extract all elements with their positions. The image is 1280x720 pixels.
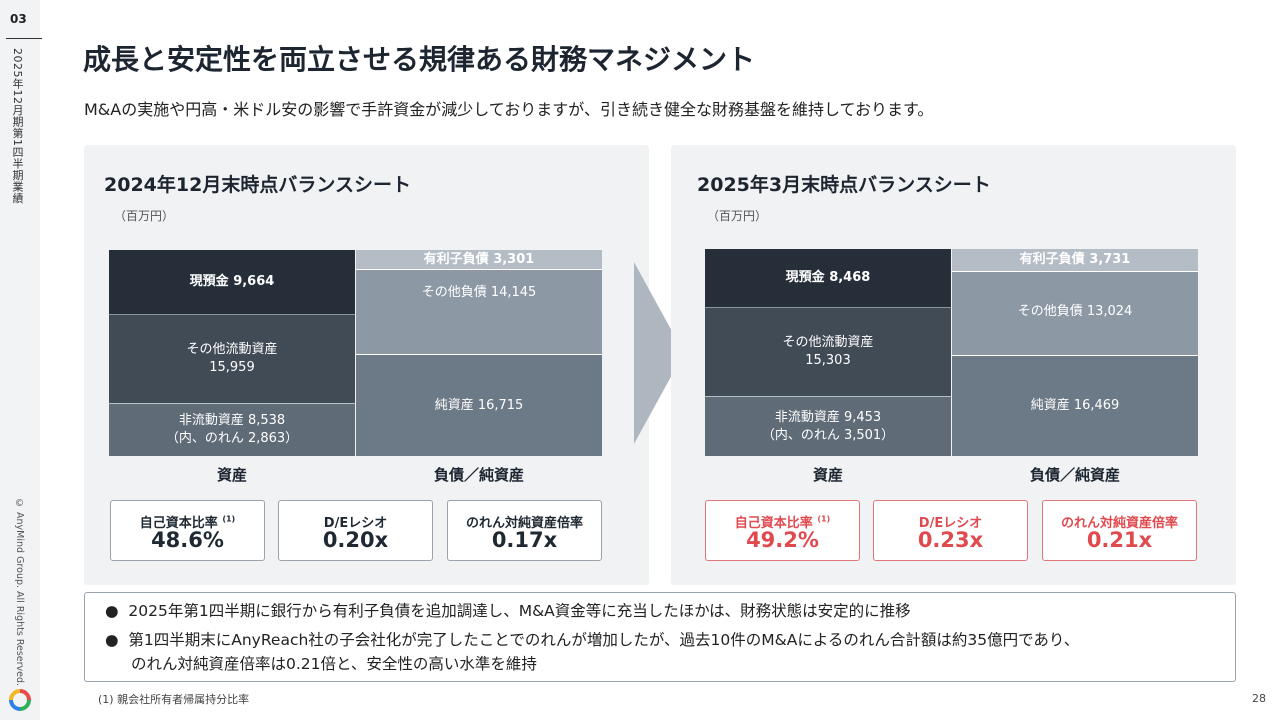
section-title: 2025年12月期第1四半期業績: [11, 48, 24, 204]
interest-bearing-debt-block: 有利子負債 3,731: [952, 249, 1198, 271]
goodwill-ratio-card: のれん対純資産倍率 0.21x: [1042, 500, 1197, 561]
other-liabilities-block: その他負債 14,145: [356, 269, 602, 354]
equity-ratio-value: 49.2%: [746, 528, 819, 552]
equity-ratio-value: 48.6%: [151, 528, 224, 552]
panel-heading: 2025年3月末時点バランスシート: [697, 174, 991, 196]
noncurrent-assets-block: 非流動資産 9,453 （内、のれん 3,501）: [705, 396, 951, 456]
page-title: 成長と安定性を両立させる規律ある財務マネジメント: [83, 43, 756, 76]
note-item: ● 第1四半期末にAnyReach社の子会社化が完了したことでのれんが増加したが…: [105, 631, 1080, 649]
liabilities-equity-label: 負債／純資産: [433, 466, 524, 484]
sidebar-divider: [6, 38, 42, 39]
interest-bearing-debt-block: 有利子負債 3,301: [356, 250, 602, 269]
sidebar: 03 2025年12月期第1四半期業績 © AnyMind Group. All…: [0, 0, 42, 720]
arrow-right-icon: [634, 262, 684, 444]
section-number: 03: [10, 12, 27, 26]
other-current-assets-block: その他流動資産 15,959: [109, 314, 355, 403]
de-ratio-card: D/Eレシオ 0.20x: [278, 500, 433, 561]
note-item: ● 2025年第1四半期に銀行から有利子負債を追加調達し、M&A資金等に充当した…: [105, 602, 911, 620]
note-item-continuation: のれん対純資産倍率は0.21倍と、安全性の高い水準を維持: [131, 655, 537, 673]
footnote: (1) 親会社所有者帰属持分比率: [98, 693, 250, 706]
balance-sheet-2025-panel: 2025年3月末時点バランスシート （百万円） 現預金 8,468 その他流動資…: [671, 145, 1236, 585]
equity-ratio-card: 自己資本比率 (1) 49.2%: [705, 500, 860, 561]
bullet-icon: ●: [105, 631, 119, 649]
de-ratio-value: 0.23x: [917, 528, 984, 552]
de-ratio-card: D/Eレシオ 0.23x: [873, 500, 1028, 561]
cash-block: 現預金 8,468: [705, 249, 951, 307]
panel-heading: 2024年12月末時点バランスシート: [104, 174, 411, 196]
de-ratio-value: 0.20x: [322, 528, 389, 552]
assets-label: 資産: [216, 466, 247, 484]
page-subtitle: M&Aの実施や円高・米ドル安の影響で手許資金が減少しておりますが、引き続き健全な…: [84, 100, 934, 119]
notes-box: ● 2025年第1四半期に銀行から有利子負債を追加調達し、M&A資金等に充当した…: [84, 592, 1236, 682]
bullet-icon: ●: [105, 602, 119, 620]
net-assets-block: 純資産 16,469: [952, 355, 1198, 456]
goodwill-ratio-value: 0.21x: [1086, 528, 1153, 552]
goodwill-ratio-card: のれん対純資産倍率 0.17x: [447, 500, 602, 561]
unit-label: （百万円）: [707, 209, 768, 223]
unit-label: （百万円）: [114, 209, 175, 223]
other-current-assets-block: その他流動資産 15,303: [705, 307, 951, 396]
assets-label: 資産: [812, 466, 843, 484]
balance-sheet-2024-panel: 2024年12月末時点バランスシート （百万円） 現預金 9,664 その他流動…: [84, 145, 649, 585]
copyright-text: © AnyMind Group. All Rights Reserved.: [14, 498, 25, 687]
other-liabilities-block: その他負債 13,024: [952, 271, 1198, 355]
page-number: 28: [1252, 692, 1266, 705]
liabilities-equity-label: 負債／純資産: [1029, 466, 1120, 484]
equity-ratio-card: 自己資本比率 (1) 48.6%: [110, 500, 265, 561]
cash-block: 現預金 9,664: [109, 250, 355, 314]
anymind-logo-icon: [9, 689, 31, 711]
net-assets-block: 純資産 16,715: [356, 354, 602, 456]
noncurrent-assets-block: 非流動資産 8,538 （内、のれん 2,863）: [109, 403, 355, 456]
goodwill-ratio-value: 0.17x: [491, 528, 558, 552]
